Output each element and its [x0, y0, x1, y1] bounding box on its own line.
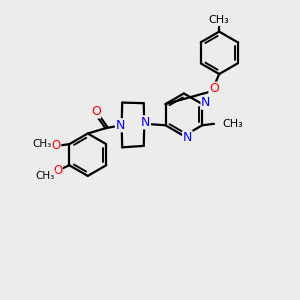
Text: O: O — [91, 105, 101, 118]
Text: N: N — [116, 119, 125, 132]
Text: N: N — [141, 116, 151, 129]
Text: CH₃: CH₃ — [222, 119, 243, 129]
Text: N: N — [183, 131, 192, 144]
Text: CH₃: CH₃ — [32, 139, 52, 149]
Text: CH₃: CH₃ — [209, 15, 230, 26]
Text: N: N — [201, 96, 210, 109]
Text: O: O — [52, 139, 61, 152]
Text: O: O — [209, 82, 219, 95]
Text: O: O — [53, 164, 62, 177]
Text: CH₃: CH₃ — [36, 171, 55, 181]
